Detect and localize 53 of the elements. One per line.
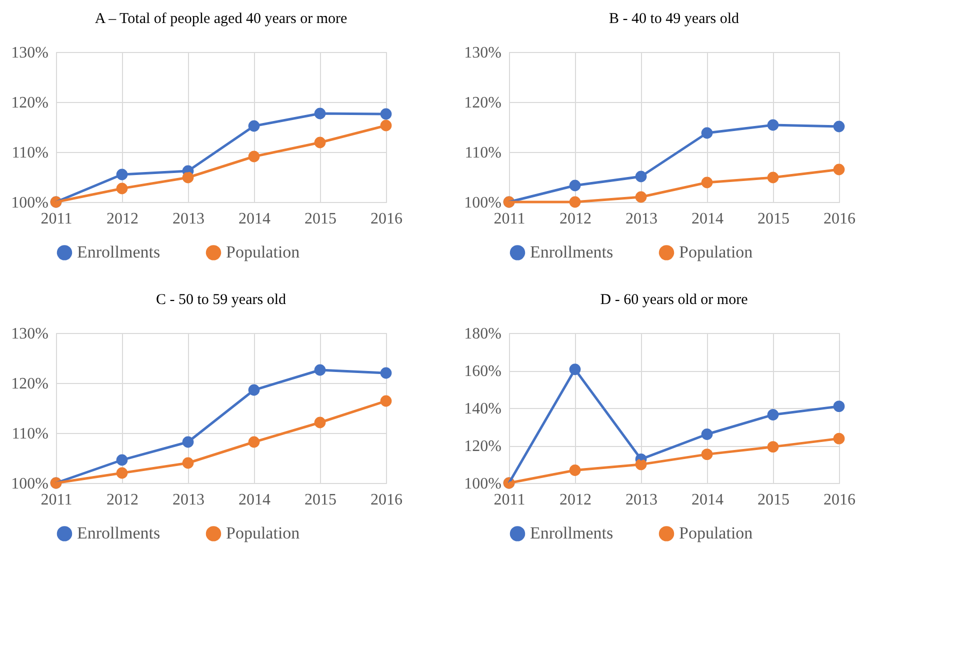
y-tick-label: 100% (11, 476, 48, 492)
x-tick-label: 2014 (692, 492, 724, 508)
legend-label: Population (226, 242, 300, 262)
x-tick-label: 2014 (238, 492, 270, 508)
x-tick-label: 2016 (370, 492, 402, 508)
x-tick-label: 2013 (626, 492, 658, 508)
x-tick-label: 2013 (626, 210, 658, 228)
legend-label: Enrollments (77, 524, 160, 543)
chart-title: A – Total of people aged 40 years or more (94, 11, 348, 27)
y-tick-label: 130% (11, 44, 48, 62)
x-tick-label: 2011 (40, 492, 72, 508)
x-tick-label: 2015 (758, 210, 790, 228)
chart-title: B - 40 to 49 years old (609, 11, 740, 27)
y-tick-label: 180% (464, 326, 502, 342)
x-tick-label: 2016 (824, 210, 856, 228)
x-tick-label: 2015 (304, 210, 336, 228)
y-tick-label: 110% (12, 144, 48, 162)
legend-label: Enrollments (77, 242, 160, 262)
y-tick-label: 120% (11, 94, 48, 112)
y-tick-label: 100% (464, 194, 502, 212)
x-tick-label: 2012 (560, 492, 592, 508)
x-tick-label: 2011 (494, 210, 526, 228)
x-tick-label: 2012 (106, 210, 138, 228)
legend-label: Population (679, 524, 754, 543)
y-tick-label: 120% (464, 94, 502, 112)
chart-title: C - 50 to 59 years old (156, 292, 286, 308)
y-tick-label: 100% (11, 194, 48, 212)
y-tick-label: 110% (12, 426, 48, 442)
x-tick-label: 2011 (494, 492, 526, 508)
y-tick-label: 130% (464, 44, 502, 62)
x-tick-label: 2012 (560, 210, 592, 228)
y-tick-label: 110% (464, 144, 502, 162)
x-tick-label: 2012 (106, 492, 138, 508)
y-tick-label: 100% (464, 476, 502, 492)
x-tick-label: 2015 (758, 492, 790, 508)
x-tick-label: 2016 (824, 492, 856, 508)
y-tick-label: 140% (464, 400, 502, 418)
x-tick-label: 2011 (40, 210, 72, 228)
x-tick-label: 2014 (238, 210, 270, 228)
legend-label: Enrollments (530, 524, 614, 543)
x-tick-label: 2013 (172, 492, 204, 508)
y-tick-label: 130% (11, 326, 48, 342)
y-tick-label: 160% (464, 363, 502, 380)
legend-label: Enrollments (530, 242, 614, 262)
x-tick-label: 2014 (692, 210, 724, 228)
y-tick-label: 120% (11, 376, 48, 392)
chart-title: D - 60 years old or more (600, 292, 748, 308)
legend-label: Population (679, 242, 754, 262)
x-tick-label: 2013 (172, 210, 204, 228)
legend-label: Population (226, 524, 300, 543)
y-tick-label: 120% (464, 438, 502, 455)
x-tick-label: 2015 (304, 492, 336, 508)
x-tick-label: 2016 (370, 210, 402, 228)
